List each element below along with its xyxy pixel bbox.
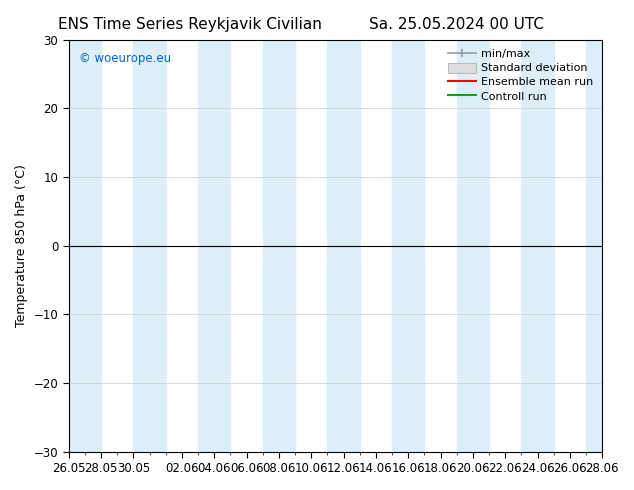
Bar — [133, 40, 165, 452]
Bar — [521, 40, 553, 452]
Bar — [392, 40, 424, 452]
Y-axis label: Temperature 850 hPa (°C): Temperature 850 hPa (°C) — [15, 164, 28, 327]
Text: Sa. 25.05.2024 00 UTC: Sa. 25.05.2024 00 UTC — [369, 17, 544, 32]
Text: ENS Time Series Reykjavik Civilian: ENS Time Series Reykjavik Civilian — [58, 17, 322, 32]
Legend: min/max, Standard deviation, Ensemble mean run, Controll run: min/max, Standard deviation, Ensemble me… — [444, 45, 597, 105]
Bar — [327, 40, 359, 452]
Bar — [586, 40, 618, 452]
Bar — [198, 40, 230, 452]
Bar — [456, 40, 489, 452]
Bar — [68, 40, 101, 452]
Text: © woeurope.eu: © woeurope.eu — [79, 52, 172, 65]
Bar — [262, 40, 295, 452]
